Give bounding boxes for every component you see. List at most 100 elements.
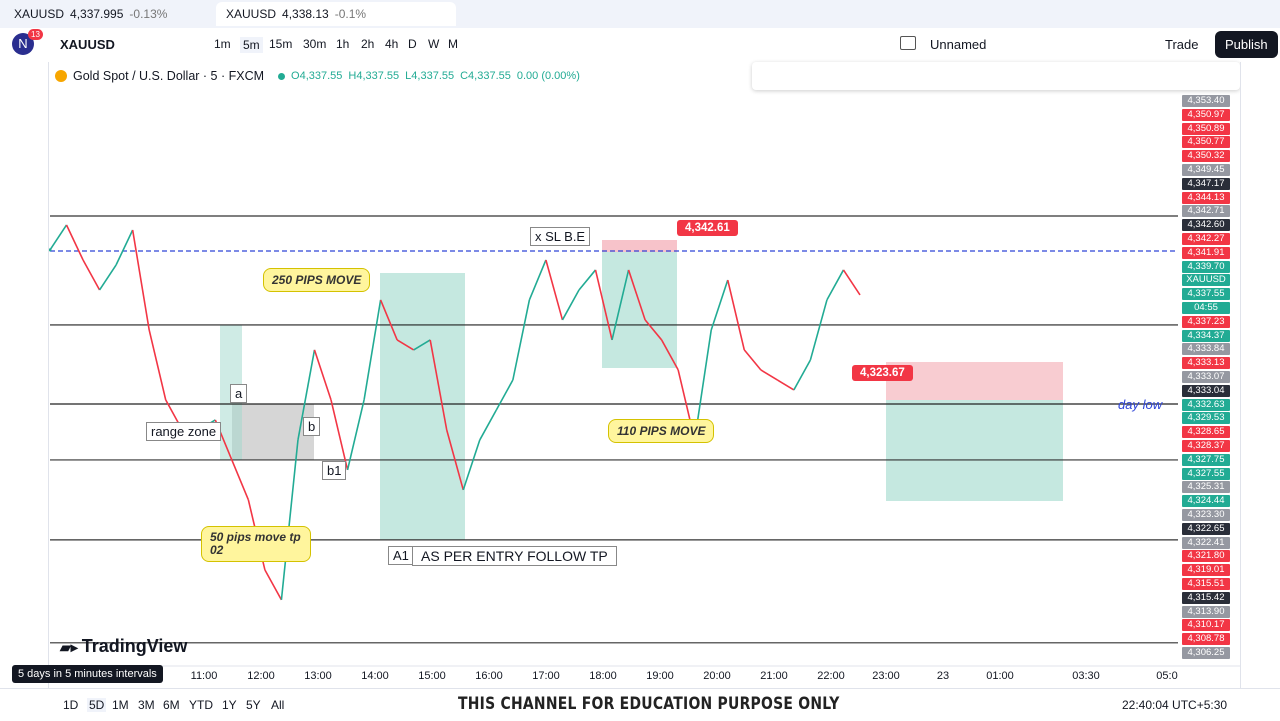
price-segment — [594, 269, 613, 341]
range-button[interactable]: 1Y — [222, 698, 237, 712]
range-button[interactable]: YTD — [189, 698, 213, 712]
interval-button[interactable]: 4h — [385, 37, 399, 51]
price-segment — [445, 429, 465, 491]
price-label: 4,328.65 — [1182, 426, 1230, 439]
range-button[interactable]: 5Y — [246, 698, 261, 712]
tab-price: 4,338.13 — [282, 7, 329, 21]
range-button[interactable]: All — [271, 698, 285, 712]
tab[interactable]: XAUUSD 4,337.995 -0.13% — [4, 2, 210, 26]
time-label: 05:0 — [1156, 670, 1178, 682]
interval-button[interactable]: 30m — [303, 37, 327, 51]
price-segment — [82, 259, 101, 291]
tab[interactable]: XAUUSD 4,338.13 -0.1% — [216, 2, 456, 26]
price-segment — [280, 439, 299, 600]
move-box — [380, 273, 465, 540]
publish-button[interactable]: Publish — [1215, 31, 1278, 58]
price-segment — [842, 269, 861, 296]
price-segment — [313, 349, 332, 401]
interval-button[interactable]: M — [448, 37, 458, 51]
avatar[interactable]: N — [12, 33, 34, 55]
symbol-icon — [55, 70, 67, 82]
price-label: 4,350.32 — [1182, 150, 1230, 163]
range-button[interactable]: 1M — [112, 698, 129, 712]
price-label: 4,321.80 — [1182, 550, 1230, 563]
price-tag: 4,323.67 — [852, 365, 913, 381]
price-segment — [760, 369, 778, 381]
range-button[interactable]: 6M — [163, 698, 180, 712]
reward-box — [886, 400, 1063, 501]
time-label: 15:00 — [418, 670, 446, 682]
time-label: 17:00 — [532, 670, 560, 682]
price-tag: 4,342.61 — [677, 220, 738, 236]
price-segment — [528, 259, 547, 301]
banner: THIS CHANNEL FOR EDUCATION PURPOSE ONLY — [458, 694, 840, 714]
status-dot — [278, 72, 286, 80]
price-label: XAUUSD — [1182, 274, 1230, 287]
price-label: 4,313.90 — [1182, 605, 1230, 618]
price-label: 4,342.27 — [1182, 233, 1230, 245]
interval-button[interactable]: 1m — [214, 37, 231, 51]
price-label: 4,327.75 — [1182, 453, 1230, 466]
price-segment — [379, 299, 398, 341]
price-segment — [413, 339, 431, 351]
interval-button[interactable]: 5m — [240, 37, 263, 53]
range-button[interactable]: 3M — [138, 698, 155, 712]
price-label: 4,315.51 — [1182, 578, 1230, 590]
price-segment — [561, 289, 580, 321]
price-label: 4,341.91 — [1182, 246, 1230, 259]
price-label: 4,323.30 — [1182, 509, 1230, 521]
price-label: 4,337.55 — [1182, 288, 1230, 301]
price-segment — [743, 349, 762, 371]
interval-button[interactable]: 15m — [269, 37, 293, 51]
price-segment — [330, 399, 349, 471]
price-label: 4,333.04 — [1182, 384, 1230, 397]
interval-button[interactable]: D — [408, 37, 417, 51]
price-label: 4,324.44 — [1182, 495, 1230, 508]
watermark-text: TradingView — [81, 636, 188, 656]
price-label: 4,342.71 — [1182, 205, 1230, 218]
annotation: AS PER ENTRY FOLLOW TP — [412, 546, 617, 566]
trade-button[interactable]: Trade — [1165, 37, 1199, 52]
price-segment — [495, 379, 514, 411]
price-label: 04:55 — [1182, 302, 1230, 314]
tab-symbol: XAUUSD — [14, 7, 65, 21]
time-label: 23:00 — [872, 670, 900, 682]
interval-button[interactable]: W — [428, 37, 440, 51]
price-segment — [462, 439, 481, 491]
layout-name[interactable]: Unnamed — [930, 37, 987, 52]
range-button[interactable]: 1D — [63, 698, 79, 712]
annotation: x SL B.E — [530, 227, 591, 246]
interval-button[interactable]: 2h — [361, 37, 375, 51]
price-label: 4,353.40 — [1182, 95, 1230, 107]
interval-button[interactable]: 1h — [336, 37, 350, 51]
price-label: 4,329.53 — [1182, 412, 1230, 425]
left-toolbar — [0, 62, 49, 688]
time-label: 03:30 — [1072, 670, 1100, 682]
price-segment — [429, 339, 448, 431]
annotation: range zone — [146, 422, 222, 441]
price-segment — [826, 269, 845, 301]
price-segment — [479, 409, 498, 441]
callout: 250 PIPS MOVE — [263, 268, 371, 292]
range-button[interactable]: 5D — [87, 698, 107, 712]
legend: Gold Spot / U.S. Dollar · 5 · FXCM O4,33… — [55, 69, 580, 83]
price-segment — [131, 229, 150, 331]
tab-price: 4,337.995 — [70, 7, 124, 21]
time-label: 19:00 — [646, 670, 674, 682]
legend-high: H4,337.55 — [348, 70, 400, 82]
symbol-search[interactable]: XAUUSD — [60, 37, 115, 52]
time-label: 18:00 — [589, 670, 617, 682]
price-segment — [98, 264, 117, 291]
price-label: 4,333.07 — [1182, 371, 1230, 383]
legend-close: C4,337.55 — [460, 70, 511, 82]
price-label: 4,332.63 — [1182, 398, 1230, 411]
tab-symbol: XAUUSD — [226, 7, 277, 21]
callout: 110 PIPS MOVE — [608, 419, 715, 443]
price-segment — [660, 339, 679, 371]
price-segment — [297, 349, 316, 441]
legend-title: Gold Spot / U.S. Dollar · 5 · FXCM — [73, 69, 265, 83]
price-label: 4,347.17 — [1182, 177, 1230, 190]
tab-change: -0.1% — [334, 7, 367, 21]
price-segment — [148, 329, 167, 401]
price-segment — [776, 379, 795, 391]
